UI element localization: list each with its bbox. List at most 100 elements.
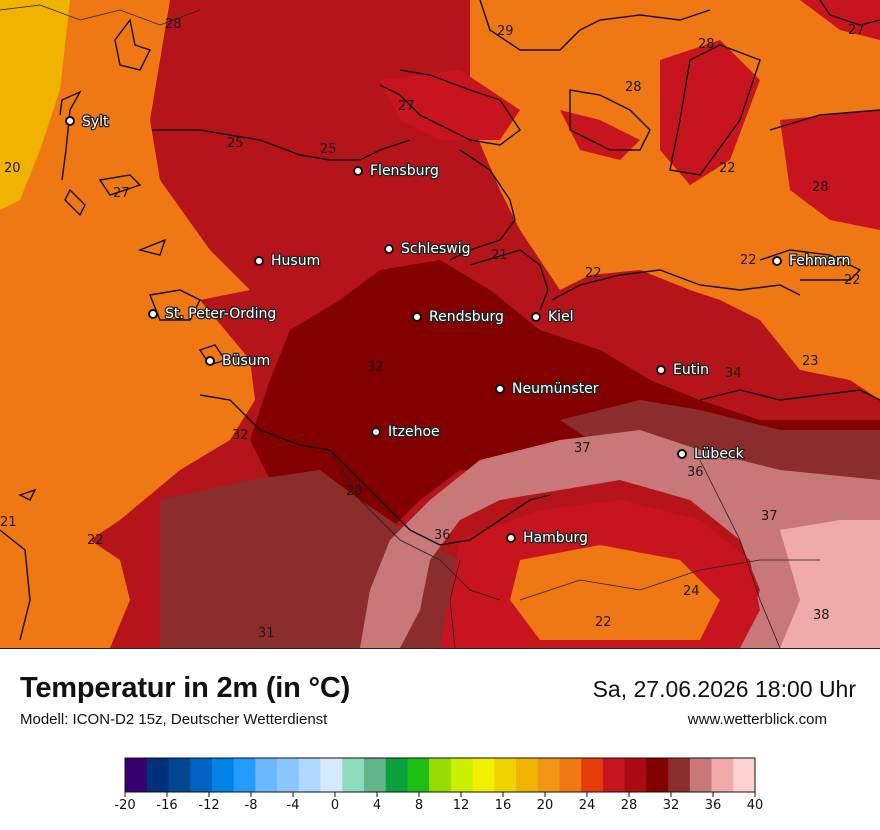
temp-zone-baltic-warm-1 — [660, 40, 760, 185]
map-title: Temperatur in 2m (in °C) — [20, 672, 351, 704]
city-husum[interactable]: Husum — [254, 252, 322, 270]
isotherm-label: 25 — [320, 142, 337, 157]
city-label: Flensburg — [370, 163, 439, 179]
isotherm-label: 32 — [232, 428, 249, 443]
legend-ticks: -20 -16 -12 -8 -4 0 4 8 12 16 20 24 28 32 36 40 — [114, 792, 763, 813]
isotherm-label: 27 — [398, 99, 415, 114]
city-buesum[interactable]: Büsum — [205, 352, 272, 370]
legend-swatch — [494, 758, 517, 792]
legend-tick-label: 24 — [579, 798, 596, 813]
isotherm-label: 28 — [165, 17, 182, 32]
city-label: Lübeck — [694, 446, 745, 462]
city-label: Sylt — [82, 114, 109, 130]
temp-zone-north-red — [380, 70, 520, 140]
city-label: Itzehoe — [388, 424, 440, 440]
city-label: Büsum — [222, 353, 270, 369]
legend-swatch — [624, 758, 647, 792]
temp-zone-light-pink — [780, 520, 880, 648]
isotherm-label: 25 — [227, 136, 244, 151]
city-eutin[interactable]: Eutin — [656, 361, 710, 379]
temp-zone-pink — [360, 430, 880, 648]
legend-swatch — [190, 758, 213, 792]
legend-swatch — [125, 758, 148, 792]
legend-swatch — [472, 758, 495, 792]
legend-tick-label: -20 — [114, 798, 135, 813]
city-label: St. Peter-Ording — [165, 306, 276, 322]
legend-swatch — [277, 758, 300, 792]
city-label: Neumünster — [512, 381, 599, 397]
legend-swatch — [450, 758, 473, 792]
city-luebeck[interactable]: Lübeck — [677, 445, 746, 463]
temp-zone-baltic-warm-3 — [560, 110, 640, 160]
isotherm-label: 31 — [258, 626, 275, 641]
temp-zone-baltic-orange — [470, 0, 880, 400]
legend-swatch — [298, 758, 321, 792]
city-neumuenster[interactable]: Neumünster — [495, 380, 600, 398]
isotherm-label: 38 — [813, 608, 830, 623]
temp-zone-baltic-warm-4 — [800, 0, 880, 40]
legend-tick-label: 4 — [373, 798, 381, 813]
legend-swatch — [363, 758, 387, 792]
isotherm-label: 22 — [844, 273, 861, 288]
legend-swatch — [559, 758, 582, 792]
city-label: Hamburg — [523, 530, 588, 546]
isotherm-label: 22 — [719, 161, 736, 176]
city-markers: Sylt Flensburg Schleswig Husum Fehmarn S… — [65, 113, 852, 547]
city-st-peter-ording[interactable]: St. Peter-Ording — [148, 305, 278, 323]
isotherm-label: 37 — [574, 441, 591, 456]
legend-tick-label: 32 — [663, 798, 680, 813]
temp-zone-southwest — [0, 520, 130, 648]
isotherm-label: 29 — [497, 24, 514, 39]
isotherm-label: 21 — [0, 515, 17, 530]
model-info: Modell: ICON-D2 15z, Deutscher Wetterdie… — [20, 711, 328, 728]
city-label: Fehmarn — [789, 253, 850, 269]
isotherm-label: 28 — [812, 180, 829, 195]
city-flensburg[interactable]: Flensburg — [353, 162, 440, 180]
legend-swatch — [668, 758, 691, 792]
legend-swatch — [516, 758, 539, 792]
city-label: Kiel — [548, 309, 574, 325]
legend-swatch — [429, 758, 452, 792]
legend-tick-label: 16 — [495, 798, 512, 813]
city-hamburg[interactable]: Hamburg — [506, 529, 589, 547]
legend-swatch — [646, 758, 669, 792]
isotherm-label: 32 — [367, 360, 384, 375]
legend-swatch — [602, 758, 626, 792]
legend-swatch — [689, 758, 712, 792]
city-fehmarn[interactable]: Fehmarn — [772, 252, 852, 270]
legend-tick-label: -12 — [198, 798, 219, 813]
legend-swatch — [233, 758, 256, 792]
city-label: Rendsburg — [429, 309, 504, 325]
legend-swatch — [342, 758, 365, 792]
legend-swatch — [320, 758, 343, 792]
city-sylt[interactable]: Sylt — [65, 113, 110, 131]
website-link[interactable]: www.wetterblick.com — [687, 711, 827, 728]
city-label: Eutin — [673, 362, 709, 378]
legend-swatch — [581, 758, 604, 792]
city-label: Schleswig — [401, 241, 470, 257]
isotherm-label: 36 — [434, 528, 451, 543]
isotherm-label: 28 — [698, 37, 715, 52]
isotherm-label: 22 — [87, 533, 104, 548]
city-kiel[interactable]: Kiel — [531, 308, 575, 326]
legend-tick-label: -8 — [245, 798, 258, 813]
legend-tick-label: 12 — [453, 798, 470, 813]
isotherm-labels: 28 29 28 27 27 28 25 25 22 20 27 28 21 2… — [0, 17, 865, 641]
isotherm-label: 24 — [683, 584, 700, 599]
legend-swatch — [537, 758, 560, 792]
legend-tick-label: 0 — [331, 798, 339, 813]
isotherm-label: 34 — [725, 366, 742, 381]
city-rendsburg[interactable]: Rendsburg — [412, 308, 505, 326]
temp-zone-west-sea — [0, 0, 255, 560]
forecast-datetime: Sa, 27.06.2026 18:00 Uhr — [592, 676, 856, 702]
isotherm-label: 22 — [740, 253, 757, 268]
legend-tick-label: 36 — [705, 798, 722, 813]
city-itzehoe[interactable]: Itzehoe — [371, 423, 441, 441]
legend-swatch — [211, 758, 235, 792]
isotherm-label: 22 — [585, 266, 602, 281]
legend-swatch — [146, 758, 169, 792]
legend-swatches — [125, 758, 756, 792]
color-legend: -20 -16 -12 -8 -4 0 4 8 12 16 20 24 28 32 36 40 — [114, 757, 763, 813]
city-schleswig[interactable]: Schleswig — [384, 240, 472, 258]
isotherm-label: 23 — [802, 354, 819, 369]
